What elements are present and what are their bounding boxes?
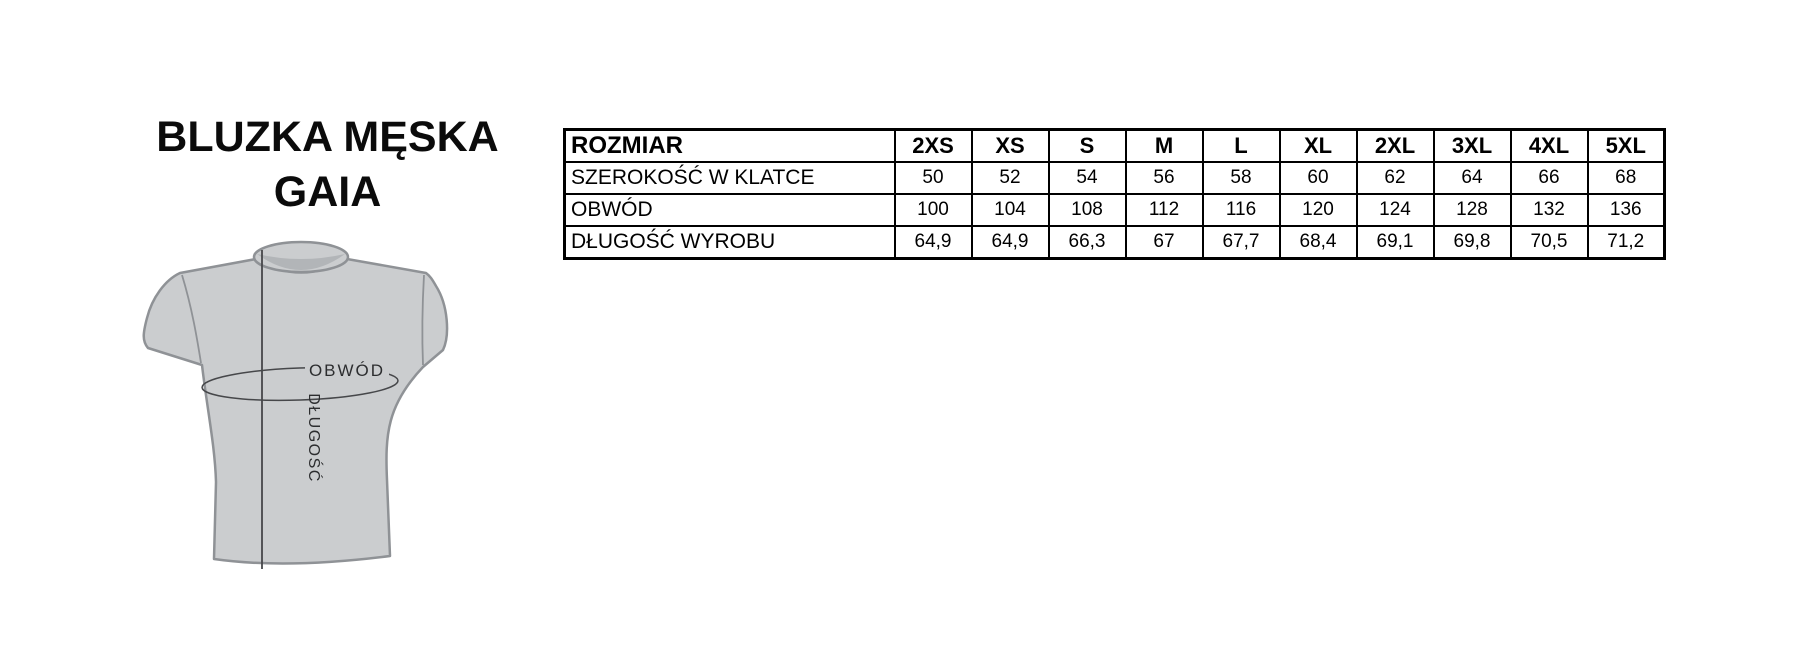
size-column-header: XL [1278,128,1358,163]
measurement-value: 66,3 [1047,225,1127,260]
size-column-header: 2XL [1355,128,1435,163]
measurement-row-chest-width: SZEROKOŚĆ W KLATCE 50 52 54 56 58 60 62 … [563,161,1666,195]
measurement-value: 136 [1586,193,1666,227]
tshirt-diagram: OBWÓD DŁUGOŚĆ [135,240,455,570]
measurement-value: 68 [1586,161,1666,195]
measurement-value: 66 [1509,161,1589,195]
measurement-value: 104 [970,193,1050,227]
measurement-value: 67,7 [1201,225,1281,260]
product-title: BLUZKA MĘSKA GAIA [125,110,530,220]
left-sleeve-seam-line [181,274,202,364]
measurement-value: 60 [1278,161,1358,195]
size-table-header-row: ROZMIAR 2XS XS S M L XL 2XL 3XL 4XL 5XL [563,128,1666,163]
size-table: ROZMIAR 2XS XS S M L XL 2XL 3XL 4XL 5XL … [563,128,1666,260]
size-column-header: S [1047,128,1127,163]
measurement-value: 100 [893,193,973,227]
measurement-value: 124 [1355,193,1435,227]
measurement-value: 71,2 [1586,225,1666,260]
measurement-value: 69,1 [1355,225,1435,260]
size-column-header: 5XL [1586,128,1666,163]
tshirt-body [142,257,449,565]
measurement-value: 64 [1432,161,1512,195]
measurement-value: 54 [1047,161,1127,195]
measurement-value: 64,9 [893,225,973,260]
obwod-label-backing [305,360,389,378]
size-column-header: L [1201,128,1281,163]
obwod-label: OBWÓD [309,361,385,380]
size-column-header: 4XL [1509,128,1589,163]
measurement-value: 112 [1124,193,1204,227]
measurement-row-label: SZEROKOŚĆ W KLATCE [563,161,896,195]
product-title-line-2: GAIA [273,168,382,216]
measurement-value: 62 [1355,161,1435,195]
size-table-corner-header: ROZMIAR [563,128,896,163]
measurement-value: 132 [1509,193,1589,227]
measurement-value: 70,5 [1509,225,1589,260]
tshirt-illustration: OBWÓD DŁUGOŚĆ [142,240,449,569]
measurement-value: 120 [1278,193,1358,227]
chest-measure-ellipse [201,366,399,402]
measurement-value: 68,4 [1278,225,1358,260]
measurement-value: 56 [1124,161,1204,195]
size-column-header: XS [970,128,1050,163]
measurement-value: 67 [1124,225,1204,260]
measurement-value: 128 [1432,193,1512,227]
size-column-header: M [1124,128,1204,163]
measurement-row-label: OBWÓD [563,193,896,227]
measurement-value: 50 [893,161,973,195]
tshirt-collar-shadow [257,254,345,270]
measurement-value: 52 [970,161,1050,195]
measurement-value: 108 [1047,193,1127,227]
measurement-value: 58 [1201,161,1281,195]
size-column-header: 2XS [893,128,973,163]
measurement-row-label: DŁUGOŚĆ WYROBU [563,225,896,260]
product-title-line-1: BLUZKA MĘSKA [156,113,499,161]
measurement-row-circumference: OBWÓD 100 104 108 112 116 120 124 128 13… [563,193,1666,227]
right-sleeve-seam-line [421,274,425,366]
size-column-header: 3XL [1432,128,1512,163]
dlugosc-label: DŁUGOŚĆ [305,393,324,483]
measurement-value: 64,9 [970,225,1050,260]
measurement-value: 116 [1201,193,1281,227]
measurement-row-product-length: DŁUGOŚĆ WYROBU 64,9 64,9 66,3 67 67,7 68… [563,225,1666,260]
measurement-value: 69,8 [1432,225,1512,260]
